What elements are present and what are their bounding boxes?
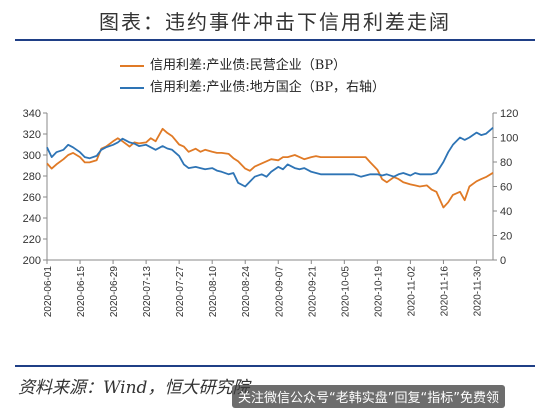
- legend-label-local-soe: 信用利差:产业债:地方国企（BP，右轴）: [150, 80, 386, 95]
- x-tick-label: 2020-09-21: [307, 266, 318, 318]
- legend-swatch-local-soe: [120, 87, 144, 89]
- legend-item-private: 信用利差:产业债:民营企业（BP）: [120, 55, 385, 77]
- x-tick-label: 2020-07-27: [175, 266, 186, 318]
- y-left-tick-label: 320: [23, 129, 41, 141]
- x-tick-label: 2020-06-29: [109, 266, 120, 318]
- line-chart: 200 220 240 260 280 300 320 340 0 20 40 60 80 100 120 2…: [23, 108, 519, 318]
- x-tick-label: 2020-11-30: [472, 266, 483, 317]
- x-tick-label: 2020-07-13: [142, 266, 153, 318]
- x-tick-label: 2020-06-01: [43, 266, 54, 318]
- legend: 信用利差:产业债:民营企业（BP） 信用利差:产业债:地方国企（BP，右轴）: [120, 55, 385, 99]
- y-left-tick-label: 220: [23, 234, 41, 246]
- y-right-tick-label: 20: [500, 231, 512, 243]
- y-right-tick-label: 100: [500, 133, 518, 145]
- title-rule: [15, 39, 535, 41]
- y-right-tick-label: 120: [500, 108, 518, 120]
- x-tick-label: 2020-11-02: [406, 266, 417, 317]
- x-tick-label: 2020-09-07: [274, 266, 285, 318]
- x-tick-label: 2020-08-24: [241, 266, 252, 318]
- x-tick-label: 2020-11-16: [439, 266, 450, 317]
- watermark-banner: 关注微信公众号“老韩实盘”回复“指标”免费领: [232, 385, 505, 408]
- source-note: 资料来源：Wind，恒大研究院: [18, 378, 250, 398]
- footer-rule: [15, 365, 535, 367]
- y-right-tick-label: 0: [500, 255, 506, 267]
- x-tick-label: 2020-06-15: [76, 266, 87, 318]
- y-left-tick-label: 280: [23, 171, 41, 183]
- legend-swatch-private: [120, 65, 144, 67]
- y-left-tick-label: 240: [23, 213, 41, 225]
- y-right-tick-label: 40: [500, 206, 512, 218]
- y-left-tick-label: 200: [23, 255, 41, 267]
- y-right-tick-label: 60: [500, 182, 512, 194]
- x-tick-label: 2020-10-19: [373, 266, 384, 318]
- series-line-private: [46, 127, 494, 209]
- legend-label-private: 信用利差:产业债:民营企业（BP）: [150, 58, 347, 73]
- legend-item-local-soe: 信用利差:产业债:地方国企（BP，右轴）: [120, 77, 385, 99]
- y-left-tick-label: 300: [23, 150, 41, 162]
- y-right-tick-label: 80: [500, 157, 512, 169]
- series-line-local-soe: [46, 127, 494, 188]
- chart-title: 图表：违约事件冲击下信用利差走阔: [99, 10, 451, 34]
- y-left-tick-label: 260: [23, 192, 41, 204]
- y-left-tick-label: 340: [23, 108, 41, 120]
- x-tick-label: 2020-10-05: [340, 266, 351, 318]
- x-tick-label: 2020-08-10: [208, 266, 219, 318]
